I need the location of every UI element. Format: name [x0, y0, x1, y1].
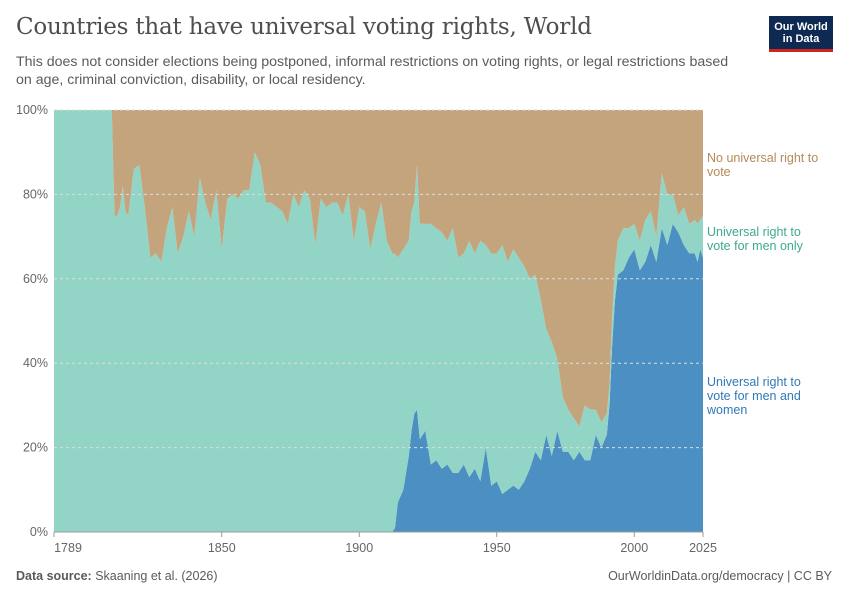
- y-tick-label: 100%: [16, 103, 48, 117]
- data-source-text: Skaaning et al. (2026): [95, 569, 218, 583]
- chart-grid: [54, 109, 703, 449]
- x-tick-label: 2000: [620, 541, 648, 555]
- data-source: Data source: Skaaning et al. (2026): [16, 569, 218, 583]
- area-series-0[interactable]: [54, 223, 703, 532]
- area-series-1[interactable]: [54, 110, 703, 532]
- owid-logo[interactable]: Our World in Data: [769, 16, 833, 52]
- x-tick-label: 1950: [483, 541, 511, 555]
- x-tick-label: 2025: [689, 541, 717, 555]
- y-tick-label: 0%: [30, 525, 48, 539]
- label-no-universal-right: No universal right to vote: [707, 151, 819, 179]
- x-axis: 1789 1850 1900 1950 2000 2025: [53, 531, 717, 555]
- y-tick-label: 40%: [23, 356, 48, 370]
- area-series-2[interactable]: [54, 110, 703, 427]
- logo-line-2: in Data: [782, 33, 820, 45]
- x-tick-label: 1850: [208, 541, 236, 555]
- x-tick-label: 1900: [345, 541, 373, 555]
- y-tick-label: 80%: [23, 187, 48, 201]
- label-men-and-women: Universal right to vote for men and wome…: [707, 375, 801, 417]
- logo-line-1: Our World: [774, 21, 828, 33]
- y-tick-label: 60%: [23, 272, 48, 286]
- y-axis: 0% 20% 40% 60% 80% 100%: [16, 103, 48, 539]
- y-tick-label: 20%: [23, 441, 48, 455]
- source-url-link[interactable]: OurWorldinData.org/democracy | CC BY: [608, 569, 832, 583]
- x-tick-label: 1789: [54, 541, 82, 555]
- chart-subtitle: This does not consider elections being p…: [16, 54, 729, 88]
- chart-areas: [54, 110, 703, 532]
- chart-title: Countries that have universal voting rig…: [16, 14, 592, 40]
- data-source-label: Data source:: [16, 569, 92, 583]
- label-men-only: Universal right to vote for men only: [707, 225, 803, 253]
